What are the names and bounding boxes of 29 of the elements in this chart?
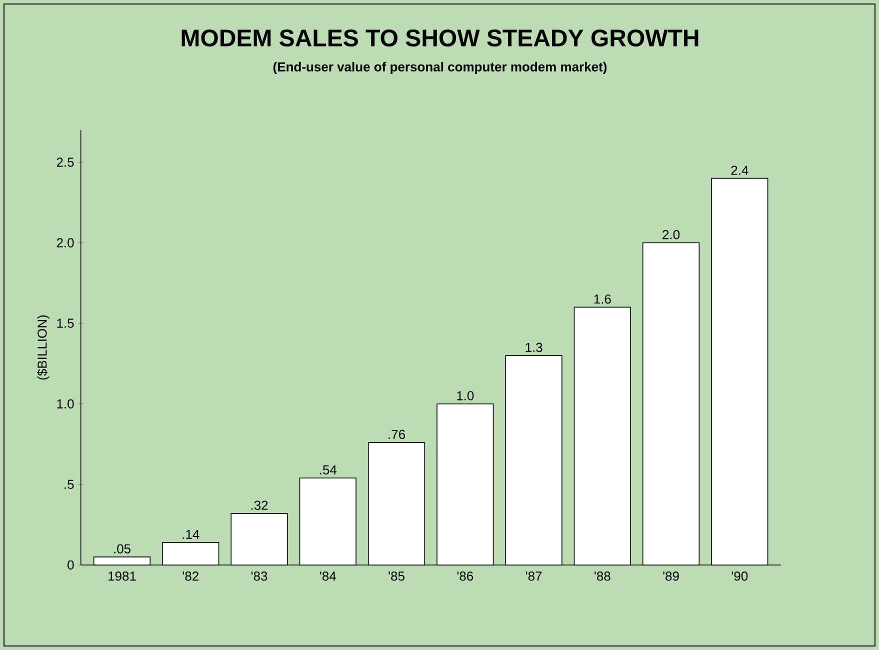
- data-label: 2.4: [731, 166, 748, 175]
- y-tick-label: 2.5: [56, 158, 74, 167]
- data-label: 1.0: [457, 391, 474, 400]
- data-label: .54: [320, 465, 337, 474]
- x-tick-label: '84: [320, 572, 336, 581]
- chart-subtitle: (End-user value of personal computer modem market): [273, 62, 607, 74]
- x-tick-label: '88: [594, 572, 610, 581]
- data-label: .05: [114, 544, 130, 554]
- y-axis-title: ($BILLION): [37, 315, 50, 380]
- y-tick-label: 0: [68, 560, 74, 570]
- x-tick-label: '87: [526, 572, 542, 581]
- y-tick-label: 1.5: [57, 318, 74, 328]
- y-tick-label: 2.0: [56, 238, 74, 248]
- data-label: 1.3: [526, 342, 542, 352]
- x-tick-label: '89: [663, 572, 679, 581]
- data-label: .76: [388, 430, 405, 440]
- data-label: 1.6: [594, 294, 611, 304]
- x-tick-label: '90: [732, 572, 748, 581]
- x-tick-label: '82: [182, 572, 198, 581]
- data-label: 2.0: [662, 230, 680, 240]
- x-tick-label: '86: [457, 572, 474, 581]
- x-tick-label: '85: [388, 572, 404, 581]
- data-label: .14: [182, 530, 200, 539]
- x-tick-label: 1981: [108, 572, 136, 581]
- y-tick-label: 1.0: [57, 399, 74, 408]
- chart-title: MODEM SALES TO SHOW STEADY GROWTH: [182, 30, 698, 46]
- y-tick-label: .5: [64, 480, 74, 489]
- x-tick-label: '83: [251, 572, 268, 581]
- data-label: .32: [251, 500, 268, 510]
